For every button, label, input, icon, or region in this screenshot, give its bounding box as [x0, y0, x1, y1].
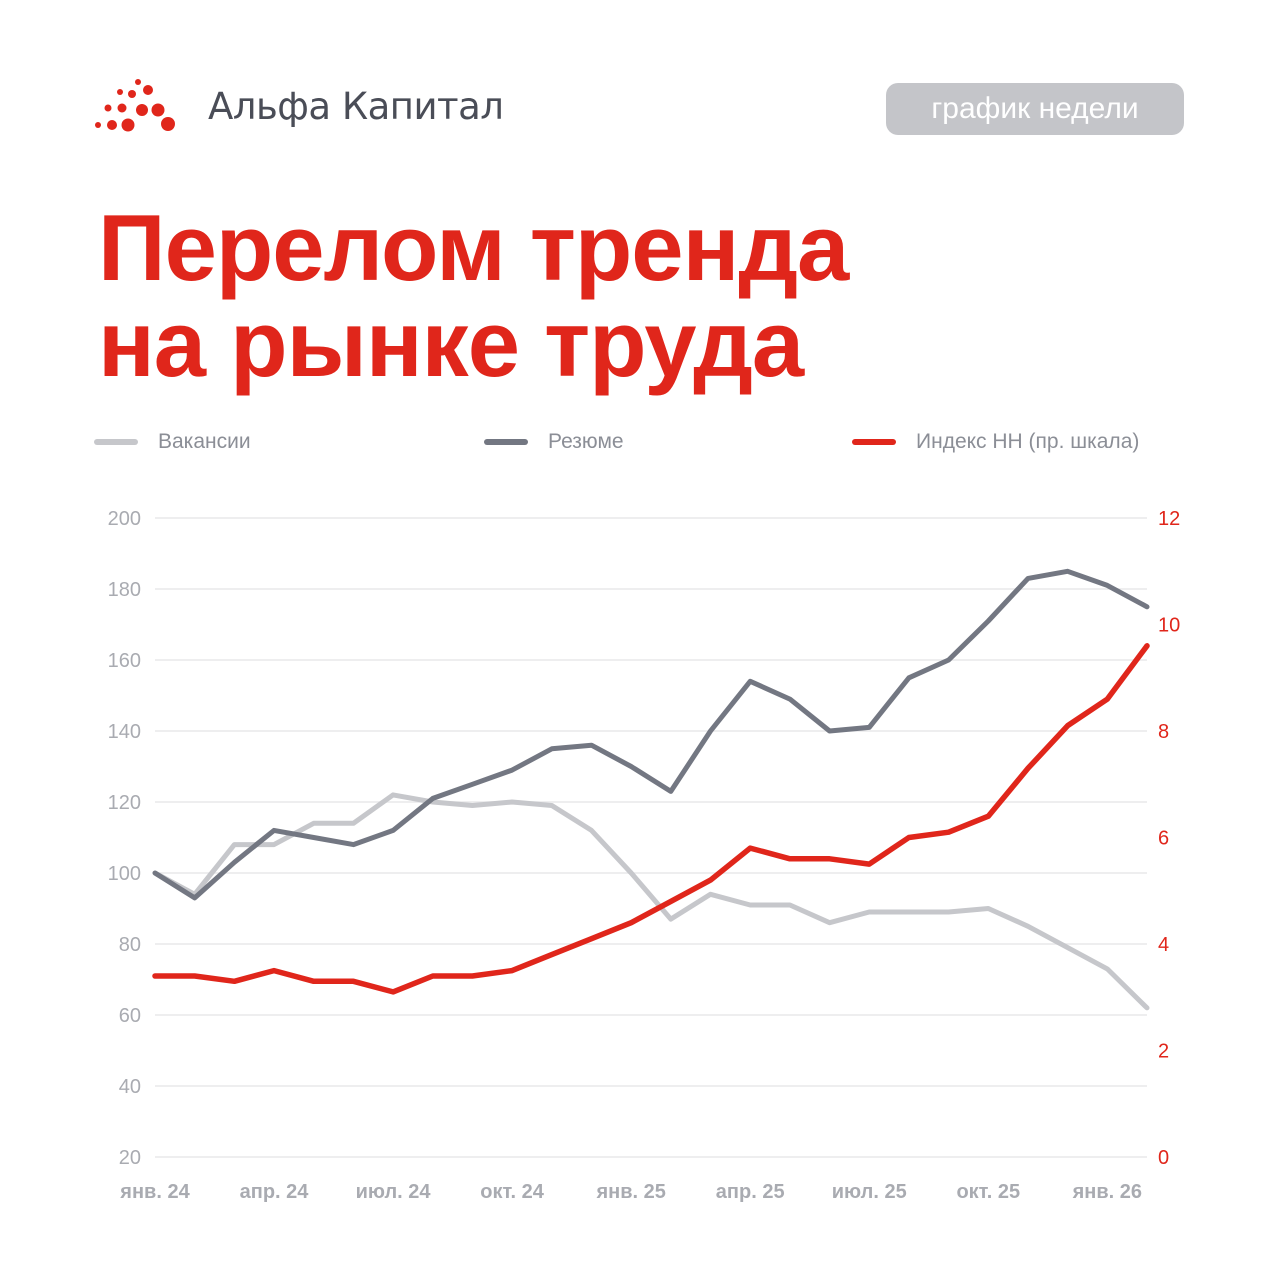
legend-item-resumes: Резюме: [484, 430, 624, 454]
brand-name: Альфа Капитал: [208, 84, 504, 128]
legend-label-hh-index: Индекс HH (пр. шкала): [916, 430, 1140, 453]
x-tick-label: янв. 24: [119, 1181, 190, 1203]
x-tick-label: окт. 24: [480, 1181, 545, 1203]
series-line-vacancies: [152, 792, 1150, 1011]
page-title: Перелом тренда на рынке труда: [98, 195, 849, 396]
alfa-logo-dots-icon: [95, 79, 175, 132]
legend-swatch-hh-index: [852, 439, 896, 445]
y-left-tick-label: 180: [108, 579, 141, 601]
x-tick-label: июл. 24: [356, 1181, 432, 1203]
legend-swatch-vacancies: [94, 439, 138, 445]
x-tick-label: янв. 25: [595, 1181, 665, 1203]
y-left-tick-label: 40: [119, 1076, 141, 1098]
y-right-tick-label: 8: [1158, 721, 1169, 743]
y-right-tick-label: 12: [1158, 508, 1180, 530]
x-tick-label: апр. 24: [240, 1181, 310, 1203]
x-tick-label: апр. 25: [716, 1181, 785, 1203]
y-left-tick-label: 140: [108, 721, 141, 743]
y-left-tick-label: 80: [119, 934, 141, 956]
y-right-tick-label: 10: [1158, 615, 1180, 637]
x-tick-label: янв. 26: [1072, 1181, 1142, 1203]
series-line-resumes: [152, 568, 1150, 901]
brand-logo: Альфа Капитал: [94, 78, 504, 134]
title-line-2: на рынке труда: [98, 291, 804, 396]
y-left-tick-label: 20: [119, 1147, 141, 1169]
legend-label-vacancies: Вакансии: [158, 430, 251, 453]
y-right-tick-label: 0: [1158, 1147, 1169, 1169]
legend-item-hh-index: Индекс HH (пр. шкала): [852, 430, 1139, 454]
y-right-tick-label: 4: [1158, 934, 1169, 956]
line-chart: 20 40 60 80 100 120 140 160 180 200 0 2 4 6 8 10 12 янв. …: [108, 508, 1181, 1203]
y-left-tick-label: 200: [108, 508, 141, 530]
y-left-tick-label: 120: [108, 792, 141, 814]
legend-swatch-resumes: [484, 439, 528, 445]
legend-label-resumes: Резюме: [548, 430, 624, 453]
y-left-tick-label: 100: [108, 863, 141, 885]
x-tick-label: июл. 25: [832, 1181, 907, 1203]
weekly-chart-badge: график недели: [886, 83, 1184, 135]
y-right-tick-label: 2: [1158, 1041, 1169, 1063]
y-left-tick-label: 60: [119, 1005, 141, 1027]
y-left-tick-label: 160: [108, 650, 141, 672]
x-tick-label: окт. 25: [956, 1181, 1020, 1203]
chart-legend: Вакансии Резюме Индекс HH (пр. шкала): [0, 430, 1280, 464]
y-right-tick-label: 6: [1158, 828, 1169, 850]
series-line-hh-index: [152, 643, 1150, 995]
legend-item-vacancies: Вакансии: [94, 430, 251, 454]
title-line-1: Перелом тренда: [98, 195, 849, 300]
